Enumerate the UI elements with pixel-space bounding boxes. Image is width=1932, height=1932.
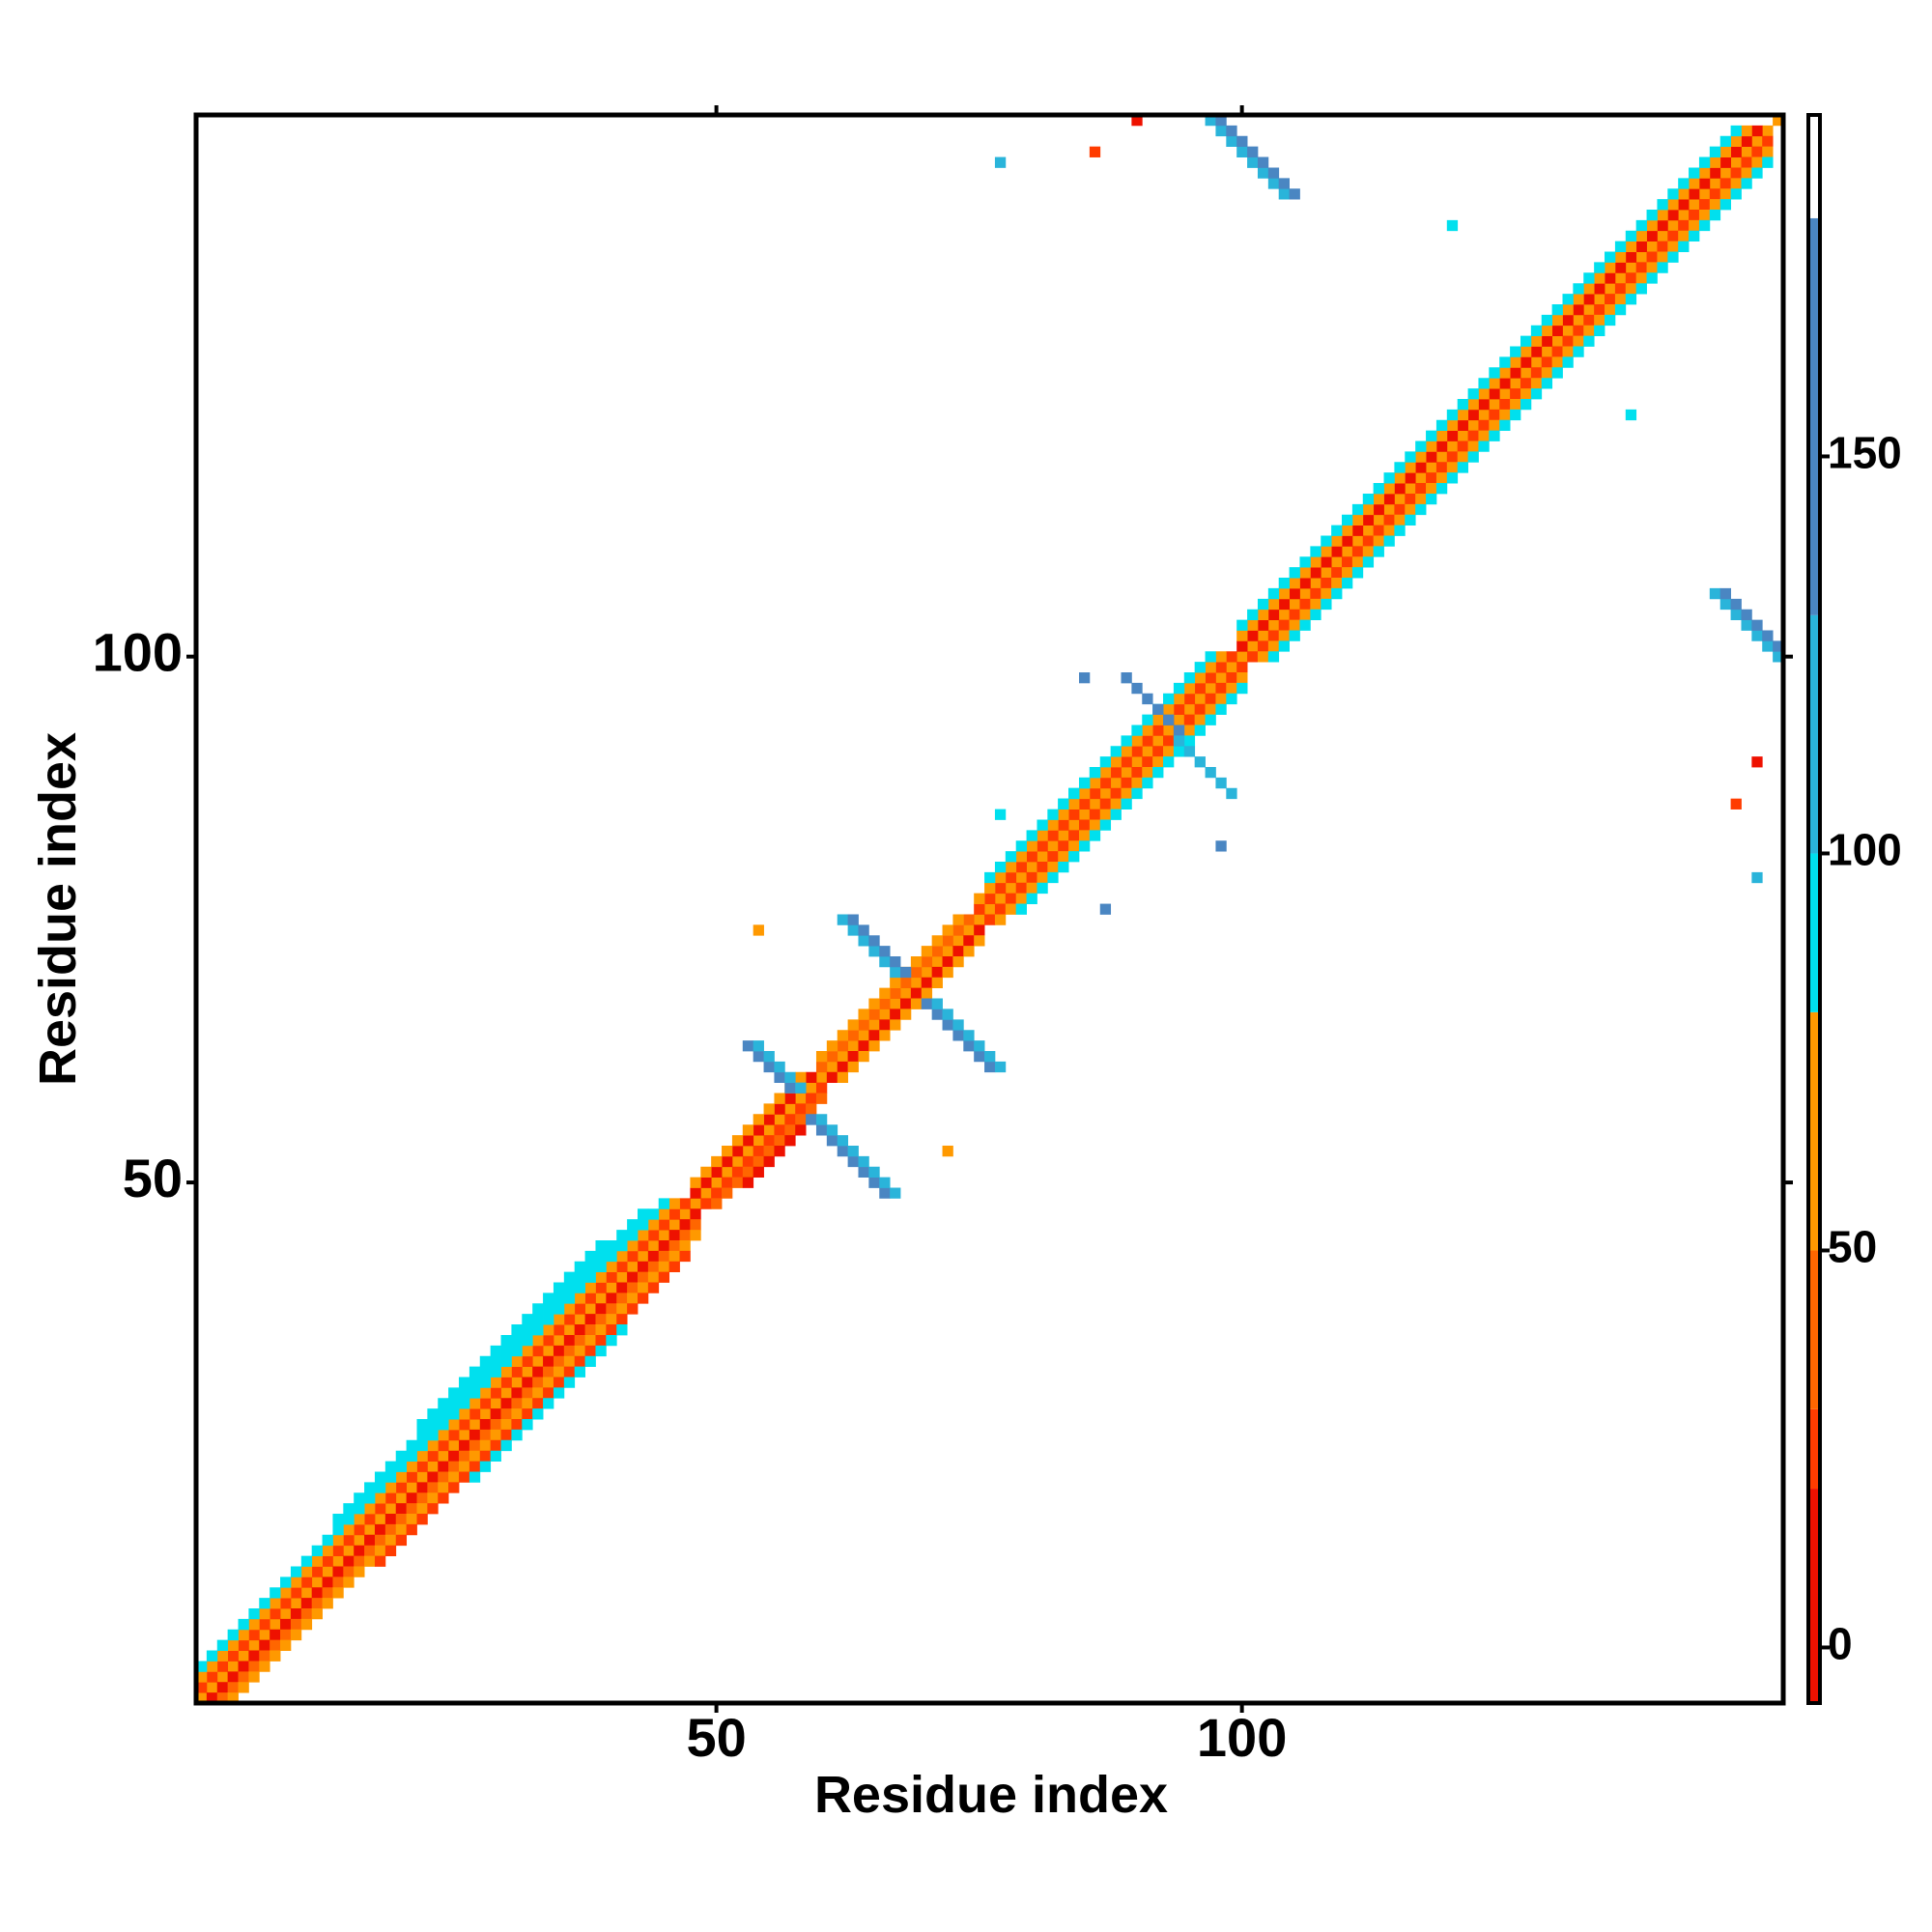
cell-run (1131, 115, 1143, 127)
plot-frame (193, 112, 1786, 1706)
colorbar-bin (1808, 614, 1820, 854)
cell-run (931, 998, 1007, 1073)
cell-run (837, 935, 985, 1084)
cell-run (1015, 682, 1248, 915)
cell-run (1257, 146, 1774, 663)
cell-run (974, 651, 1237, 915)
x-tick-label: 100 (1197, 1707, 1287, 1768)
cell-run (711, 1093, 828, 1209)
cell-run (1709, 587, 1784, 663)
colorbar-tick-label: 0 (1828, 1619, 1853, 1669)
cell-run (994, 809, 1007, 820)
cell-run (815, 1114, 901, 1199)
cell-run (1236, 125, 1752, 641)
y-tick-label: 100 (93, 621, 183, 682)
x-tick-label: 50 (686, 1707, 746, 1768)
cells (196, 115, 1784, 1704)
cell-run (1236, 125, 1742, 631)
colorbar-tick-label: 50 (1828, 1222, 1877, 1272)
cell-run (942, 1145, 953, 1157)
colorbar-bin (1808, 1408, 1820, 1490)
cell-run (1078, 672, 1091, 684)
cell-run (227, 1230, 701, 1704)
colorbar-bin (1808, 1250, 1820, 1409)
cell-run (1089, 146, 1101, 157)
cell-run (815, 914, 964, 1063)
cell-run (1730, 798, 1742, 810)
y-axis-title: Residue index (29, 732, 87, 1086)
cell-run (196, 1198, 670, 1672)
y-tick-label: 50 (123, 1148, 183, 1208)
cell-run (742, 1124, 807, 1188)
cell-run (690, 1071, 807, 1188)
cell-run (753, 1040, 807, 1094)
cell-run (206, 1208, 701, 1704)
cell-run (1267, 156, 1774, 663)
cell-run (1058, 767, 1101, 810)
cell-run (753, 924, 764, 936)
colorbar-bin (1808, 853, 1820, 1012)
cell-run (1121, 672, 1185, 736)
cell-run (469, 1324, 628, 1483)
cell-run (847, 914, 912, 979)
colorbar-tick-label: 150 (1828, 428, 1902, 478)
x-axis-title: Residue index (814, 1766, 1168, 1824)
cell-run (1719, 587, 1784, 652)
cell-run (1751, 871, 1763, 884)
cell-run (196, 1198, 691, 1693)
cell-run (1173, 735, 1237, 800)
colorbar-tick-label: 100 (1828, 825, 1902, 875)
colorbar-bin (1808, 115, 1820, 218)
cell-run (826, 924, 985, 1084)
cell-run (921, 998, 996, 1073)
colorbar-frame (1806, 113, 1822, 1705)
colorbar-bin (1808, 217, 1820, 615)
cell-run (416, 1239, 607, 1431)
cell-run (1215, 840, 1227, 852)
cell-run (1215, 115, 1300, 200)
cell-run (742, 1040, 796, 1094)
cell-run (994, 156, 1007, 168)
cell-run (1446, 219, 1459, 232)
colorbar-bin (1808, 1489, 1820, 1703)
cell-run (196, 115, 1784, 1704)
cell-run (1625, 409, 1637, 421)
cell-run (984, 662, 1248, 925)
cell-run (815, 914, 975, 1073)
colorbar-bin (1808, 1011, 1820, 1251)
cell-run (1099, 903, 1112, 915)
cell-run (1751, 756, 1763, 768)
